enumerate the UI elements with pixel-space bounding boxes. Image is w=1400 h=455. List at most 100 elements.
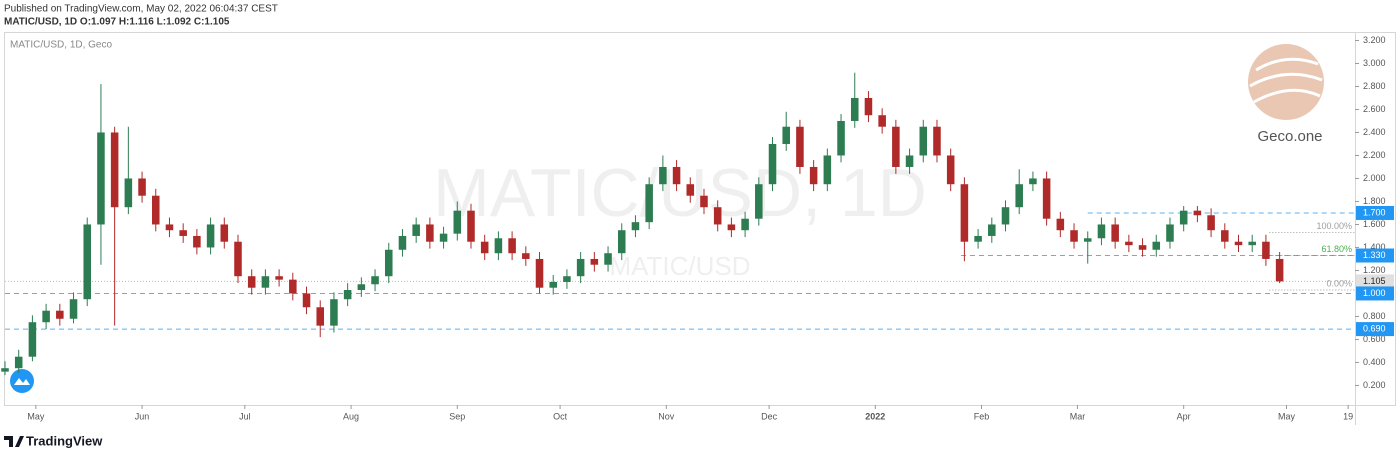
- candle-body: [398, 235, 407, 250]
- candle-body: [919, 126, 928, 156]
- chart-frame: [4, 32, 1396, 406]
- y-tick-label: 1.800: [1363, 196, 1386, 206]
- y-tick-label: 2.600: [1363, 104, 1386, 114]
- candle-body: [1166, 224, 1174, 242]
- candle-body: [1042, 178, 1051, 219]
- x-tick-label: May: [27, 411, 45, 421]
- footer-logo: TradingView: [4, 433, 103, 448]
- x-tick-label: 2022: [865, 411, 885, 421]
- candle-body: [1001, 207, 1010, 225]
- watermark: MATIC/USD, 1D: [433, 155, 927, 231]
- candle-body: [289, 279, 297, 294]
- candle-body: [28, 322, 37, 357]
- candle-body: [1152, 241, 1161, 250]
- watermark-sub: MATIC/USD: [609, 251, 750, 281]
- candle-body: [165, 224, 174, 231]
- x-tick-label: Sep: [449, 411, 465, 421]
- level-box: [1356, 322, 1394, 337]
- candle-body: [151, 195, 160, 225]
- candle-body: [330, 299, 338, 326]
- candle-body: [837, 120, 845, 156]
- candle-body: [933, 126, 941, 156]
- level-label: 1.000: [1363, 288, 1386, 298]
- candle-body: [124, 178, 133, 208]
- candle-body: [809, 166, 818, 185]
- x-tick-label: Aug: [343, 411, 359, 421]
- candle-body: [1138, 245, 1147, 250]
- level-label: 1.330: [1363, 250, 1386, 260]
- candle-body: [357, 284, 366, 291]
- y-tick-label: 2.800: [1363, 81, 1386, 91]
- candle-body: [1070, 230, 1078, 242]
- level-box: [1356, 286, 1394, 301]
- y-tick-label: 0.200: [1363, 380, 1386, 390]
- geco-logo: Geco.one: [1248, 44, 1324, 145]
- candle-body: [316, 307, 324, 326]
- candle-body: [69, 299, 78, 319]
- candle-body: [1029, 178, 1037, 185]
- candle-body: [1221, 230, 1229, 242]
- fib-label: 61.80%: [1321, 244, 1352, 254]
- candle-body: [782, 126, 790, 144]
- x-tick-label: Jun: [135, 411, 150, 421]
- candle-body: [590, 258, 599, 265]
- tv-badge-circle: [10, 369, 34, 393]
- ohlc-legend: MATIC/USD, 1D O:1.097 H:1.116 L:1.092 C:…: [4, 17, 230, 28]
- candle-body: [412, 224, 420, 236]
- tv-badge: [10, 369, 34, 393]
- x-tick-label: Mar: [1070, 411, 1086, 421]
- logo-text: Geco.one: [1257, 128, 1322, 145]
- candle-body: [1248, 241, 1256, 246]
- candle-body: [755, 184, 763, 219]
- candle-body: [1207, 215, 1215, 231]
- candle-body: [467, 210, 475, 242]
- candle-body: [892, 126, 900, 167]
- candle-body: [535, 258, 544, 288]
- candle-body: [549, 281, 557, 288]
- candle-body: [727, 224, 736, 231]
- current-price-box: [1356, 274, 1394, 289]
- candle-body: [508, 238, 516, 254]
- candle-body: [138, 178, 146, 196]
- candle-body: [864, 97, 873, 116]
- y-tick-label: 1.600: [1363, 219, 1386, 229]
- candle-body: [1111, 224, 1119, 242]
- candle-body: [960, 184, 969, 242]
- candle-body: [1056, 218, 1065, 231]
- x-tick-label: Apr: [1177, 411, 1191, 421]
- y-tick-label: 2.000: [1363, 173, 1386, 183]
- candle-body: [700, 195, 708, 208]
- candle-body: [83, 224, 92, 300]
- candle-body: [1234, 241, 1243, 246]
- candle-body: [631, 222, 640, 231]
- candle-body: [371, 276, 379, 285]
- candle-body: [42, 310, 50, 323]
- x-tick-label: Feb: [974, 411, 990, 421]
- x-tick-label: 19: [1343, 411, 1353, 421]
- candle-body: [343, 290, 352, 300]
- candle-body: [56, 310, 64, 319]
- y-tick-label: 2.400: [1363, 127, 1386, 137]
- candle-body: [672, 166, 681, 185]
- candle-body: [878, 115, 886, 127]
- y-tick-label: 0.800: [1363, 311, 1386, 321]
- candle-body: [1015, 184, 1023, 208]
- published-note: Published on TradingView.com, May 02, 20…: [4, 4, 278, 15]
- y-tick-label: 0.400: [1363, 357, 1386, 367]
- candle-body: [768, 143, 777, 185]
- x-tick-label: Nov: [658, 411, 675, 421]
- y-tick-label: 1.200: [1363, 265, 1386, 275]
- logo-stripes: [1249, 57, 1323, 104]
- x-tick-label: Jul: [239, 411, 251, 421]
- candle-body: [576, 258, 585, 277]
- candle-body: [823, 155, 832, 185]
- candle-body: [234, 241, 242, 277]
- candle-body: [1125, 241, 1133, 246]
- candle-body: [97, 132, 105, 225]
- fib-label: 0.00%: [1326, 278, 1352, 288]
- chart-title: MATIC/USD, 1D, Geco: [10, 40, 112, 51]
- candle-body: [604, 253, 612, 265]
- fib-label: 100.00%: [1316, 221, 1352, 231]
- candle-body: [261, 276, 270, 288]
- candle-body: [206, 224, 215, 248]
